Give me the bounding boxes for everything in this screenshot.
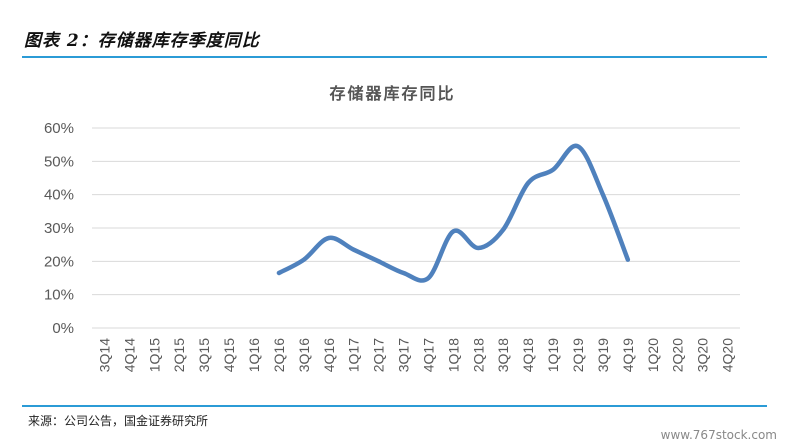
- y-tick-label: 20%: [44, 253, 74, 270]
- grid-lines: [92, 127, 740, 329]
- x-tick-label: 4Q19: [620, 338, 636, 372]
- figure-header: 图表 2：存储器库存季度同比: [22, 24, 767, 58]
- x-tick-label: 4Q14: [121, 338, 137, 372]
- x-tick-label: 4Q15: [221, 338, 237, 372]
- y-tick-label: 0%: [52, 320, 74, 337]
- figure-title: 图表 2：存储器库存季度同比: [24, 31, 260, 51]
- x-tick-label: 3Q17: [396, 338, 412, 372]
- x-tick-label: 1Q19: [545, 338, 561, 372]
- y-tick-label: 60%: [44, 120, 74, 137]
- x-tick-label: 2Q18: [470, 338, 486, 372]
- y-tick-label: 50%: [44, 153, 74, 170]
- series-line: [276, 143, 631, 283]
- x-tick-label: 1Q17: [346, 338, 362, 372]
- x-tick-label: 1Q18: [445, 338, 461, 372]
- x-tick-label: 1Q16: [246, 338, 262, 372]
- x-tick-label: 3Q18: [495, 338, 511, 372]
- x-tick-label: 4Q17: [420, 338, 436, 372]
- x-tick-label: 2Q15: [171, 338, 187, 372]
- y-tick-label: 40%: [44, 187, 74, 204]
- y-tick-label: 10%: [44, 287, 74, 304]
- x-tick-label: 3Q16: [296, 338, 312, 372]
- x-tick-label: 3Q19: [595, 338, 611, 372]
- x-tick-label: 4Q20: [720, 338, 736, 372]
- watermark: www.767stock.com: [660, 428, 777, 442]
- x-tick-label: 2Q19: [570, 338, 586, 372]
- source-note: 来源：公司公告，国金证券研究所: [28, 414, 209, 428]
- y-tick-labels: 0% 10% 20% 30% 40% 50% 60%: [44, 120, 74, 337]
- chart-title: 存储器库存同比: [329, 84, 456, 103]
- x-tick-labels: 3Q14 4Q14 1Q15 2Q15 3Q15 4Q15 1Q16 2Q16 3Q16 4Q16…: [96, 338, 735, 372]
- x-tick-label: 4Q16: [321, 338, 337, 372]
- x-tick-label: 3Q20: [695, 338, 711, 372]
- series-layer: [276, 143, 631, 283]
- x-tick-label: 3Q14: [96, 338, 112, 372]
- x-tick-label: 2Q16: [271, 338, 287, 372]
- footer-rule: [22, 405, 767, 407]
- x-tick-label: 1Q20: [645, 338, 661, 372]
- x-tick-label: 2Q20: [670, 338, 686, 372]
- x-tick-label: 2Q17: [371, 338, 387, 372]
- x-tick-label: 4Q18: [520, 338, 536, 372]
- y-tick-label: 30%: [44, 220, 74, 237]
- header-rule: [22, 56, 767, 58]
- x-tick-label: 3Q15: [196, 338, 212, 372]
- x-tick-label: 1Q15: [146, 338, 162, 372]
